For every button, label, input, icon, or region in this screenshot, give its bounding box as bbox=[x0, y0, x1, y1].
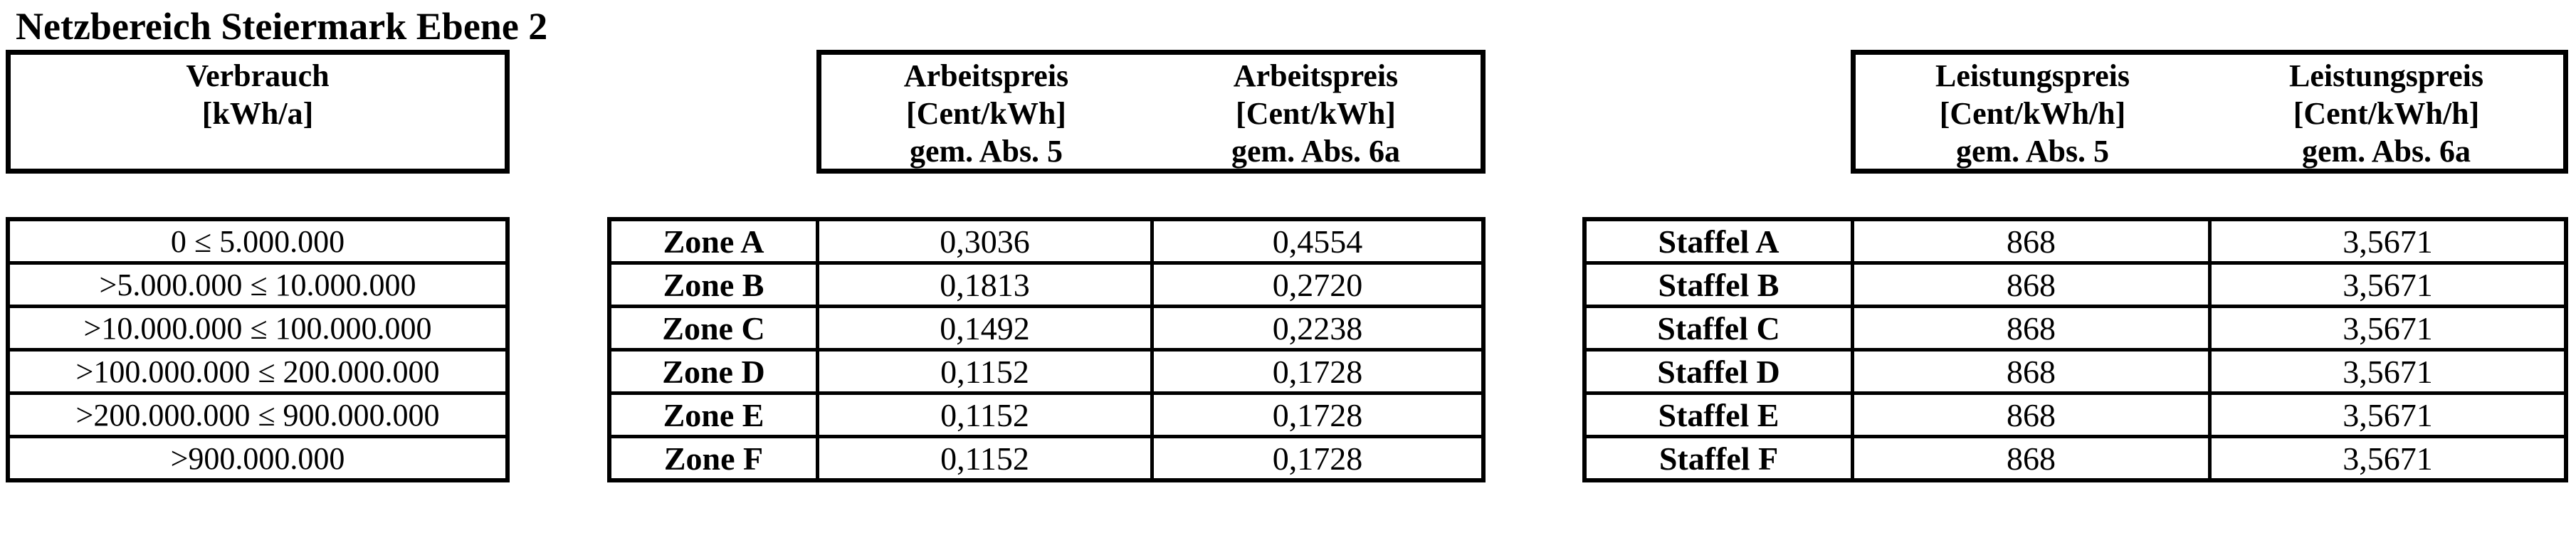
table-row: Staffel C 868 3,5671 bbox=[1587, 305, 2564, 348]
staffel-label-cell: Staffel A bbox=[1658, 223, 1779, 260]
arbeitspreis-abs6a-header-line2: [Cent/kWh] bbox=[1236, 96, 1396, 131]
arbeitspreis-abs6a-cell: 0,2238 bbox=[1150, 308, 1481, 348]
table-row: Zone B 0,1813 0,2720 bbox=[611, 261, 1481, 305]
arbeitspreis-abs5-cell: 0,1492 bbox=[816, 308, 1150, 348]
leistungspreis-abs5-header-line3: gem. Abs. 5 bbox=[1955, 134, 2110, 169]
consumption-range-cell: >5.000.000 ≤ 10.000.000 bbox=[99, 267, 416, 302]
arbeitspreis-abs6a-cell: 0,1728 bbox=[1150, 395, 1481, 435]
arbeitspreis-table: Zone A 0,3036 0,4554 Zone B 0,1813 0,272… bbox=[607, 217, 1486, 482]
table-row: Staffel B 868 3,5671 bbox=[1587, 261, 2564, 305]
zone-label-cell: Zone B bbox=[663, 266, 764, 303]
arbeitspreis-abs6a-header-line1: Arbeitspreis bbox=[1233, 58, 1399, 93]
arbeitspreis-abs6a-cell: 0,1728 bbox=[1150, 352, 1481, 391]
arbeitspreis-abs5-cell: 0,1152 bbox=[816, 395, 1150, 435]
table-row: Zone F 0,1152 0,1728 bbox=[611, 435, 1481, 478]
leistungspreis-abs5-cell: 868 bbox=[1851, 308, 2208, 348]
table-row: Staffel E 868 3,5671 bbox=[1587, 391, 2564, 435]
leistungspreis-abs5-cell: 868 bbox=[1851, 265, 2208, 305]
verbrauch-header-line1: Verbrauch bbox=[186, 58, 330, 93]
table-row: >5.000.000 ≤ 10.000.000 bbox=[10, 261, 505, 305]
staffel-label-cell: Staffel F bbox=[1658, 440, 1779, 477]
verbrauch-header: Verbrauch [kWh/a] bbox=[11, 55, 505, 169]
arbeitspreis-abs5-header-line1: Arbeitspreis bbox=[903, 58, 1069, 93]
leistungspreis-abs6a-cell: 3,5671 bbox=[2208, 265, 2564, 305]
arbeitspreis-header-box: Arbeitspreis [Cent/kWh] gem. Abs. 5 Arbe… bbox=[816, 50, 1486, 174]
zone-label-cell: Zone D bbox=[662, 353, 765, 390]
consumption-range-cell: >200.000.000 ≤ 900.000.000 bbox=[75, 397, 440, 433]
leistungspreis-header-box: Leistungspreis [Cent/kWh/h] gem. Abs. 5 … bbox=[1851, 50, 2568, 174]
zone-label-cell: Zone F bbox=[663, 440, 764, 477]
staffel-label-cell: Staffel D bbox=[1657, 353, 1780, 390]
leistungspreis-abs6a-cell: 3,5671 bbox=[2208, 221, 2564, 261]
arbeitspreis-abs5-header-line2: [Cent/kWh] bbox=[906, 96, 1066, 131]
table-row: Zone D 0,1152 0,1728 bbox=[611, 348, 1481, 391]
leistungspreis-abs5-cell: 868 bbox=[1851, 352, 2208, 391]
consumption-range-cell: 0 ≤ 5.000.000 bbox=[170, 223, 345, 259]
leistungspreis-abs6a-header-line1: Leistungspreis bbox=[2288, 58, 2484, 93]
table-row: Staffel A 868 3,5671 bbox=[1587, 221, 2564, 261]
zone-label-cell: Zone A bbox=[663, 223, 764, 260]
table-row: >900.000.000 bbox=[10, 435, 505, 478]
verbrauch-header-box: Verbrauch [kWh/a] bbox=[6, 50, 510, 174]
arbeitspreis-abs6a-header: Arbeitspreis [Cent/kWh] gem. Abs. 6a bbox=[1151, 55, 1481, 169]
staffel-label-cell: Staffel B bbox=[1658, 266, 1779, 303]
arbeitspreis-abs5-cell: 0,1152 bbox=[816, 352, 1150, 391]
table-row: Zone C 0,1492 0,2238 bbox=[611, 305, 1481, 348]
arbeitspreis-abs6a-cell: 0,1728 bbox=[1150, 438, 1481, 478]
consumption-range-cell: >900.000.000 bbox=[170, 440, 345, 476]
leistungspreis-abs5-cell: 868 bbox=[1851, 221, 2208, 261]
leistungspreis-abs6a-cell: 3,5671 bbox=[2208, 352, 2564, 391]
zone-label-cell: Zone C bbox=[662, 310, 765, 347]
consumption-range-cell: >10.000.000 ≤ 100.000.000 bbox=[83, 310, 432, 346]
table-row: Zone E 0,1152 0,1728 bbox=[611, 391, 1481, 435]
leistungspreis-abs6a-header: Leistungspreis [Cent/kWh/h] gem. Abs. 6a bbox=[2209, 55, 2563, 169]
leistungspreis-abs5-cell: 868 bbox=[1851, 438, 2208, 478]
leistungspreis-abs5-header-line1: Leistungspreis bbox=[1935, 58, 2130, 93]
verbrauch-header-line2: [kWh/a] bbox=[201, 96, 314, 131]
page-title: Netzbereich Steiermark Ebene 2 bbox=[16, 5, 548, 48]
table-row: >100.000.000 ≤ 200.000.000 bbox=[10, 348, 505, 391]
arbeitspreis-abs5-cell: 0,1813 bbox=[816, 265, 1150, 305]
arbeitspreis-abs5-cell: 0,3036 bbox=[816, 221, 1150, 261]
leistungspreis-abs6a-cell: 3,5671 bbox=[2208, 438, 2564, 478]
verbrauch-table: 0 ≤ 5.000.000 >5.000.000 ≤ 10.000.000 >1… bbox=[6, 217, 510, 482]
leistungspreis-abs6a-header-line3: gem. Abs. 6a bbox=[2301, 134, 2471, 169]
arbeitspreis-abs5-header-line3: gem. Abs. 5 bbox=[909, 134, 1063, 169]
table-row: Zone A 0,3036 0,4554 bbox=[611, 221, 1481, 261]
arbeitspreis-abs6a-cell: 0,4554 bbox=[1150, 221, 1481, 261]
leistungspreis-abs6a-header-line2: [Cent/kWh/h] bbox=[2293, 96, 2480, 131]
arbeitspreis-abs6a-cell: 0,2720 bbox=[1150, 265, 1481, 305]
zone-label-cell: Zone E bbox=[663, 396, 764, 433]
arbeitspreis-abs6a-header-line3: gem. Abs. 6a bbox=[1231, 134, 1401, 169]
arbeitspreis-abs5-header: Arbeitspreis [Cent/kWh] gem. Abs. 5 bbox=[821, 55, 1151, 169]
table-row: Staffel F 868 3,5671 bbox=[1587, 435, 2564, 478]
leistungspreis-abs5-cell: 868 bbox=[1851, 395, 2208, 435]
arbeitspreis-abs5-cell: 0,1152 bbox=[816, 438, 1150, 478]
table-row: >10.000.000 ≤ 100.000.000 bbox=[10, 305, 505, 348]
table-row: >200.000.000 ≤ 900.000.000 bbox=[10, 391, 505, 435]
staffel-label-cell: Staffel C bbox=[1657, 310, 1780, 347]
leistungspreis-table: Staffel A 868 3,5671 Staffel B 868 3,567… bbox=[1582, 217, 2568, 482]
leistungspreis-abs5-header: Leistungspreis [Cent/kWh/h] gem. Abs. 5 bbox=[1856, 55, 2209, 169]
leistungspreis-abs5-header-line2: [Cent/kWh/h] bbox=[1939, 96, 2126, 131]
leistungspreis-abs6a-cell: 3,5671 bbox=[2208, 308, 2564, 348]
leistungspreis-abs6a-cell: 3,5671 bbox=[2208, 395, 2564, 435]
table-row: Staffel D 868 3,5671 bbox=[1587, 348, 2564, 391]
consumption-range-cell: >100.000.000 ≤ 200.000.000 bbox=[75, 354, 440, 389]
staffel-label-cell: Staffel E bbox=[1658, 396, 1779, 433]
table-row: 0 ≤ 5.000.000 bbox=[10, 221, 505, 261]
